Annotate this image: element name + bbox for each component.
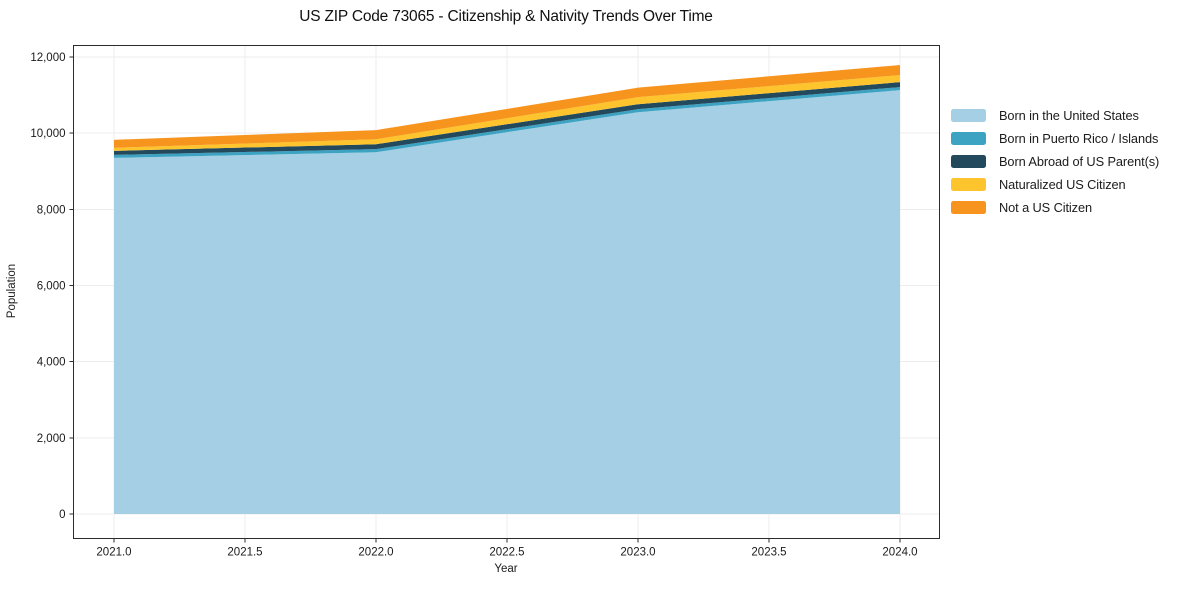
x-tick-label: 2024.0: [882, 547, 917, 559]
legend-swatch: [951, 201, 986, 214]
area-series-3: [114, 75, 900, 151]
legend-label: Born in Puerto Rico / Islands: [999, 131, 1159, 146]
legend-swatch: [951, 178, 986, 191]
legend-item-2: Born Abroad of US Parent(s): [951, 150, 1159, 173]
area-series-2: [114, 82, 900, 155]
legend-label: Naturalized US Citizen: [999, 177, 1126, 192]
legend-label: Born Abroad of US Parent(s): [999, 154, 1160, 169]
x-tick-label: 2023.0: [620, 547, 655, 559]
x-tick-label: 2022.0: [358, 547, 393, 559]
tick-marks: [69, 56, 901, 543]
legend-item-4: Not a US Citizen: [951, 196, 1159, 219]
y-tick-label: 0: [59, 509, 65, 521]
legend-item-3: Naturalized US Citizen: [951, 173, 1159, 196]
legend-item-1: Born in Puerto Rico / Islands: [951, 127, 1159, 150]
x-tick-label: 2021.0: [96, 547, 131, 559]
y-tick-label: 8,000: [37, 204, 66, 216]
legend-swatch: [951, 109, 986, 122]
legend: Born in the United States Born in Puerto …: [951, 104, 1159, 219]
y-tick-label: 12,000: [30, 52, 65, 64]
legend-swatch: [951, 132, 986, 145]
legend-item-0: Born in the United States: [951, 104, 1159, 127]
chart-title: US ZIP Code 73065 - Citizenship & Nativi…: [299, 8, 713, 25]
x-tick-label: 2022.5: [489, 547, 524, 559]
legend-label: Born in the United States: [999, 108, 1139, 123]
x-tick-label: 2023.5: [751, 547, 786, 559]
y-tick-labels: 0 2,000 4,000 6,000 8,000 10,000 12,000: [30, 52, 65, 521]
y-tick-label: 4,000: [37, 357, 66, 369]
x-axis-title: Year: [494, 563, 518, 575]
y-tick-label: 6,000: [37, 281, 66, 293]
area-series-4: [114, 64, 900, 148]
legend-label: Not a US Citizen: [999, 200, 1092, 215]
legend-swatch: [951, 155, 986, 168]
area-series-0: [114, 90, 900, 514]
y-tick-label: 10,000: [30, 128, 65, 140]
y-tick-label: 2,000: [37, 433, 66, 445]
x-tick-labels: 2021.0 2021.5 2022.0 2022.5 2023.0 2023.5 2024…: [96, 547, 917, 559]
x-tick-label: 2021.5: [227, 547, 262, 559]
area-series-1: [114, 87, 900, 158]
